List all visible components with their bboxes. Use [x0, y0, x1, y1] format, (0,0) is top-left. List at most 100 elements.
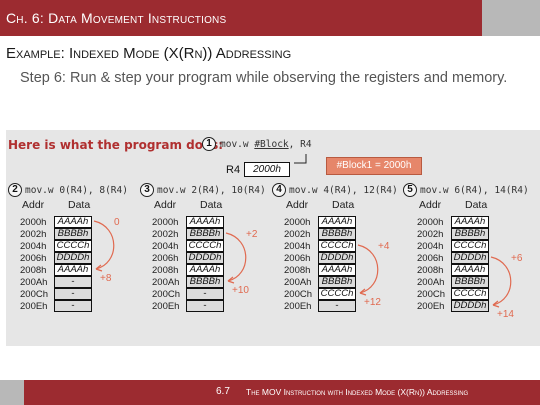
- memory-row: 200Eh DDDDh: [417, 299, 489, 312]
- memory-address: 2008h: [20, 264, 47, 276]
- memory-address: 2006h: [152, 252, 179, 264]
- step-2-instruction: 2 mov.w 0(R4), 8(R4): [8, 183, 128, 197]
- step-4-instruction: 4 mov.w 4(R4), 12(R4): [272, 183, 398, 197]
- dest-offset-label: +8: [100, 273, 112, 284]
- memory-value: AAAAh: [54, 215, 92, 228]
- memory-address: 2000h: [20, 216, 47, 228]
- memory-row: 2002h BBBBh: [417, 227, 489, 240]
- memory-table: 2000h AAAAh 2002h BBBBh 2004h CCCCh 2006h DDDDh…: [417, 215, 489, 312]
- dest-offset-label: +12: [364, 297, 381, 308]
- memory-address: 2006h: [20, 252, 47, 264]
- step-number-badge: 3: [140, 183, 154, 197]
- memory-address: 2002h: [417, 228, 444, 240]
- memory-row: 200Ah BBBBh: [284, 275, 356, 288]
- memory-address: 2004h: [152, 240, 179, 252]
- source-offset-label: 0: [114, 217, 120, 228]
- memory-address: 2002h: [20, 228, 47, 240]
- memory-row: 200Ah BBBBh: [417, 275, 489, 288]
- page-number: 6.7: [216, 386, 230, 397]
- memory-row: 2008h AAAAh: [417, 263, 489, 276]
- instruction-text: mov.w 2(R4), 10(R4): [157, 184, 266, 196]
- memory-address: 2000h: [417, 216, 444, 228]
- memory-value: AAAAh: [186, 215, 224, 228]
- data-column-header: Data: [200, 199, 223, 211]
- instruction-text: mov.w 6(R4), 14(R4): [420, 184, 529, 196]
- memory-row: 2000h AAAAh: [284, 215, 356, 228]
- title-bar: Ch. 6: Data Movement Instructions: [0, 0, 540, 36]
- memory-address: 200Ah: [20, 276, 48, 288]
- block-address-note: #Block1 = 2000h: [326, 157, 422, 175]
- memory-row: 200Ch CCCCh: [284, 287, 356, 300]
- step-number-badge: 1: [202, 137, 216, 151]
- step-text: Step 6: Run & step your program while ob…: [20, 70, 508, 86]
- step-1-instruction: 1 mov.w #Block, R4: [202, 137, 312, 151]
- arrow-head: [95, 264, 103, 272]
- memory-row: 2002h BBBBh: [284, 227, 356, 240]
- memory-value: DDDDh: [186, 251, 224, 264]
- memory-address: 2008h: [284, 264, 311, 276]
- memory-value: BBBBh: [451, 275, 489, 288]
- memory-address: 2004h: [20, 240, 47, 252]
- memory-row: 2006h DDDDh: [284, 251, 356, 264]
- figure-heading: Here is what the program does:: [8, 138, 224, 152]
- memory-row: 2004h CCCCh: [284, 239, 356, 252]
- instruction-text: mov.w #Block, R4: [220, 138, 312, 150]
- memory-row: 2008h AAAAh: [152, 263, 224, 276]
- arrow-head: [227, 276, 235, 284]
- memory-value: BBBBh: [451, 227, 489, 240]
- dest-offset-label: +14: [497, 309, 514, 320]
- memory-address: 200Eh: [284, 300, 312, 312]
- memory-address: 2006h: [417, 252, 444, 264]
- memory-row: 200Ah BBBBh: [152, 275, 224, 288]
- memory-row: 2006h DDDDh: [20, 251, 92, 264]
- r4-register-value: 2000h: [244, 162, 290, 177]
- memory-value: DDDDh: [451, 251, 489, 264]
- memory-value: CCCCh: [318, 239, 356, 252]
- memory-value: CCCCh: [54, 239, 92, 252]
- arrow-head: [492, 300, 500, 308]
- memory-value: -: [54, 287, 92, 300]
- memory-value: -: [54, 299, 92, 312]
- memory-row: 200Eh -: [284, 299, 356, 312]
- dest-offset-label: +10: [232, 285, 249, 296]
- memory-row: 2008h AAAAh: [284, 263, 356, 276]
- memory-row: 200Eh -: [152, 299, 224, 312]
- memory-row: 2004h CCCCh: [152, 239, 224, 252]
- instruction-text: mov.w 4(R4), 12(R4): [289, 184, 398, 196]
- title-bar-accent: [482, 0, 540, 36]
- memory-value: BBBBh: [318, 227, 356, 240]
- memory-value: BBBBh: [318, 275, 356, 288]
- arrows-layer: [93, 154, 512, 308]
- memory-value: BBBBh: [186, 227, 224, 240]
- memory-table: 2000h AAAAh 2002h BBBBh 2004h CCCCh 2006h DDDDh…: [284, 215, 356, 312]
- memory-table: 2000h AAAAh 2002h BBBBh 2004h CCCCh 2006h DDDDh…: [20, 215, 92, 312]
- slide-subtitle: Example: Indexed Mode (X(Rn)) Addressing: [6, 45, 292, 62]
- memory-value: AAAAh: [318, 263, 356, 276]
- step-number-badge: 4: [272, 183, 286, 197]
- memory-row: 200Ch CCCCh: [417, 287, 489, 300]
- step-number-badge: 2: [8, 183, 22, 197]
- memory-value: -: [54, 275, 92, 288]
- memory-address: 2000h: [152, 216, 179, 228]
- addr-column-header: Addr: [286, 199, 309, 211]
- data-column-header: Data: [332, 199, 355, 211]
- data-column-header: Data: [465, 199, 488, 211]
- memory-row: 2006h DDDDh: [152, 251, 224, 264]
- footer-text: The MOV Instruction with Indexed Mode (X…: [246, 387, 469, 397]
- memory-row: 2006h DDDDh: [417, 251, 489, 264]
- memory-row: 200Ah -: [20, 275, 92, 288]
- memory-address: 2002h: [152, 228, 179, 240]
- step-3-instruction: 3 mov.w 2(R4), 10(R4): [140, 183, 266, 197]
- memory-value: DDDDh: [54, 251, 92, 264]
- memory-row: 2000h AAAAh: [152, 215, 224, 228]
- memory-address: 200Ah: [417, 276, 445, 288]
- source-offset-label: +4: [378, 241, 390, 252]
- source-offset-label: +6: [511, 253, 523, 264]
- copy-arrow: [490, 256, 512, 306]
- memory-value: AAAAh: [451, 215, 489, 228]
- memory-value: AAAAh: [54, 263, 92, 276]
- memory-row: 2000h AAAAh: [417, 215, 489, 228]
- footer-bar: 6.7 The MOV Instruction with Indexed Mod…: [0, 380, 540, 405]
- step-5-instruction: 5 mov.w 6(R4), 14(R4): [403, 183, 529, 197]
- memory-row: 200Ch -: [20, 287, 92, 300]
